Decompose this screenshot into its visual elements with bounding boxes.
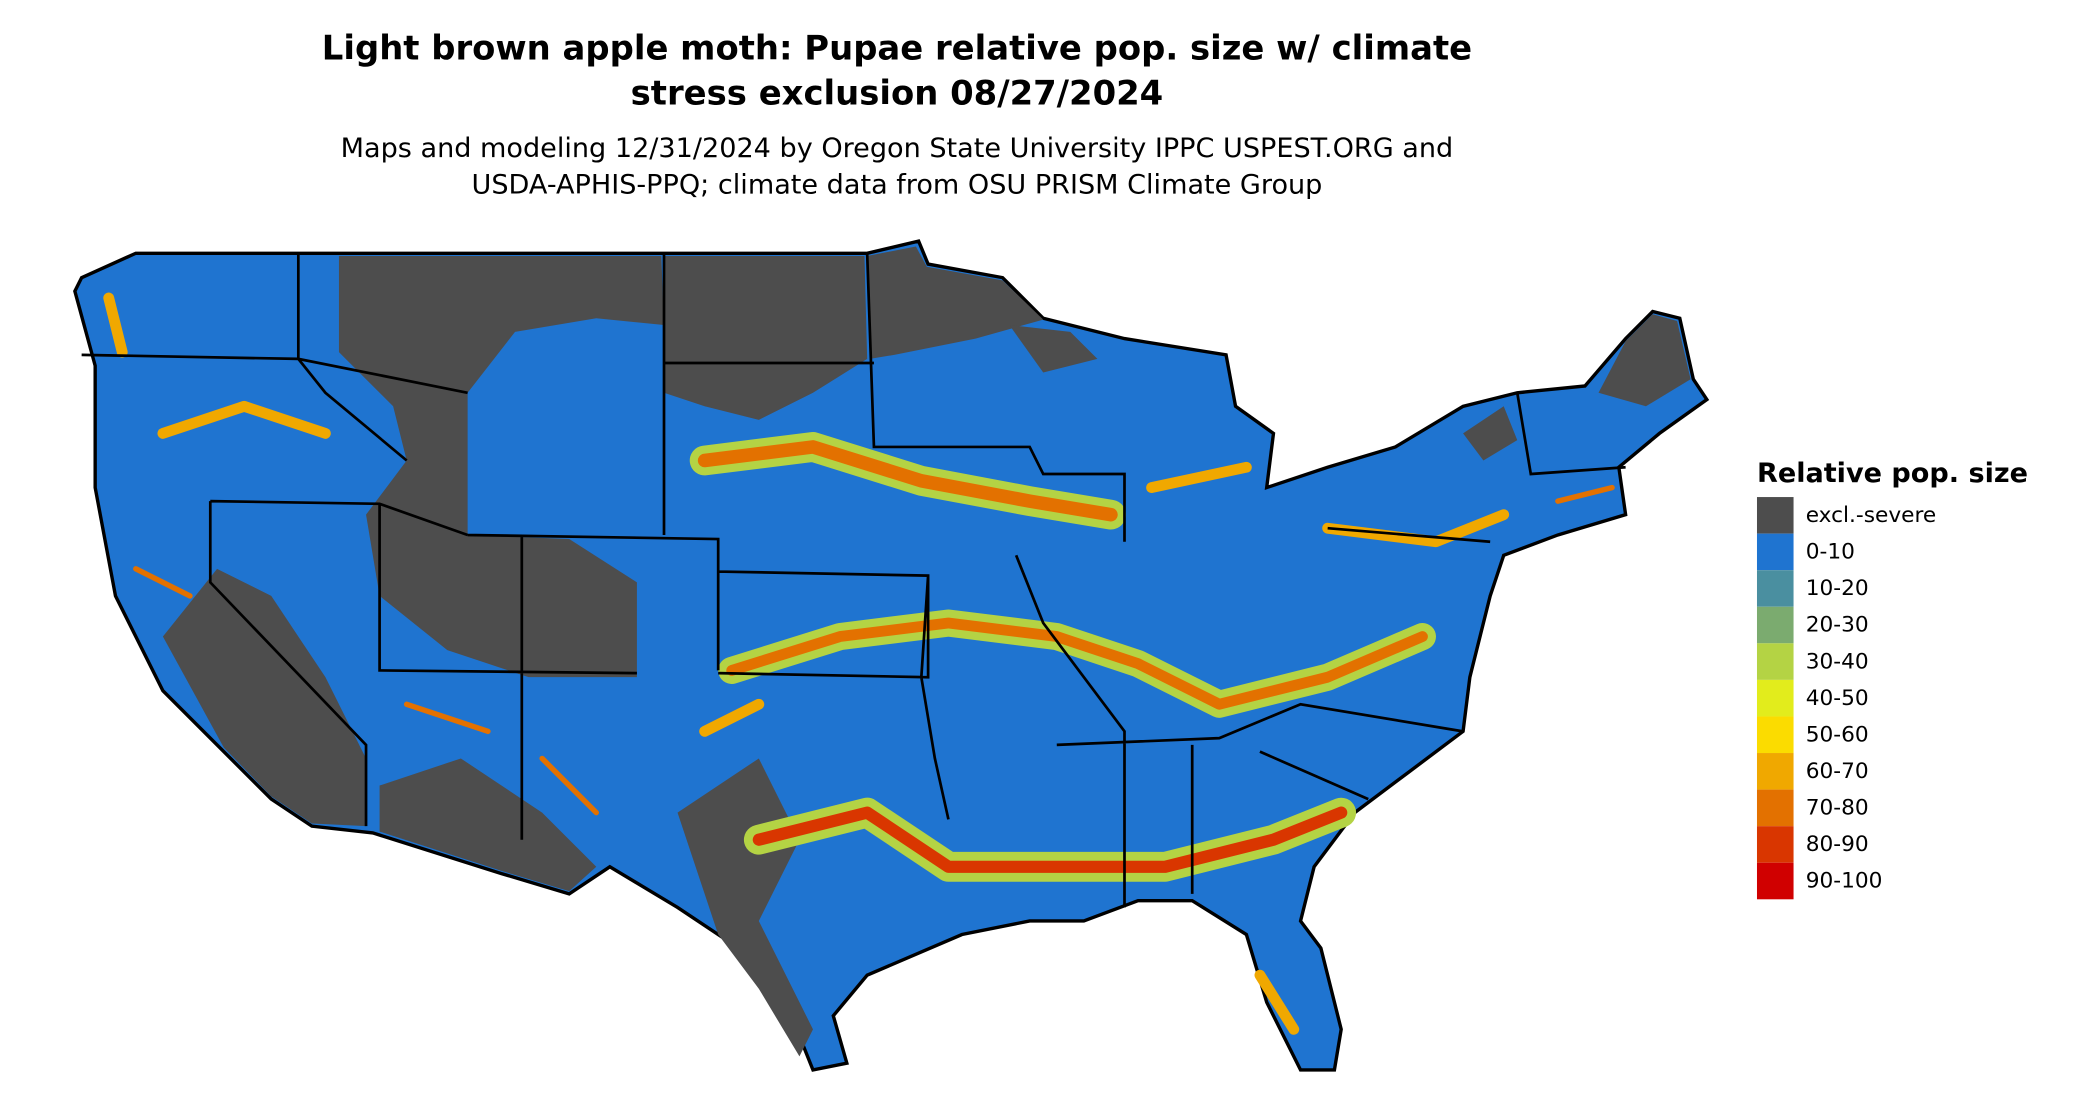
legend-swatch	[1756, 862, 1794, 900]
legend-swatch	[1756, 826, 1794, 863]
legend-label: excl.-severe	[1806, 503, 1937, 528]
legend-swatch	[1756, 753, 1794, 790]
subtitle-line: Maps and modeling 12/31/2024 by Oregon S…	[341, 133, 1454, 164]
legend-swatch	[1756, 679, 1794, 717]
legend-label: 30-40	[1806, 649, 1869, 674]
legend-swatch	[1756, 533, 1794, 571]
suitability-bands	[103, 292, 1615, 1035]
legend-title: Relative pop. size	[1757, 458, 2028, 489]
legend-swatch	[1756, 606, 1794, 644]
legend-label: 10-20	[1806, 576, 1869, 601]
legend-label: 0-10	[1806, 540, 1855, 565]
legend: excl.-severe 0-10 10-20 20-30 30-40 40-50 50-6…	[1756, 497, 1937, 900]
title-line: Light brown apple moth: Pupae relative p…	[322, 29, 1472, 68]
legend-swatch	[1756, 643, 1794, 680]
subtitle-line: USDA-APHIS-PPQ; climate data from OSU PR…	[472, 170, 1323, 201]
excluded-areas	[162, 246, 1691, 1057]
land	[73, 239, 1710, 1072]
legend-label: 80-90	[1806, 832, 1869, 857]
legend-swatch	[1756, 716, 1794, 754]
legend-label: 60-70	[1806, 759, 1869, 784]
legend-label: 20-30	[1806, 613, 1869, 638]
legend-swatch	[1756, 570, 1794, 607]
legend-swatch	[1756, 789, 1794, 827]
state-borders	[81, 253, 1626, 908]
legend-swatch	[1756, 497, 1794, 534]
title-line: stress exclusion 08/27/2024	[631, 73, 1164, 112]
legend-label: 50-60	[1806, 722, 1869, 747]
legend-label: 90-100	[1806, 869, 1883, 894]
us-map	[73, 239, 1710, 1072]
legend-label: 40-50	[1806, 686, 1869, 711]
legend-label: 70-80	[1806, 796, 1869, 821]
